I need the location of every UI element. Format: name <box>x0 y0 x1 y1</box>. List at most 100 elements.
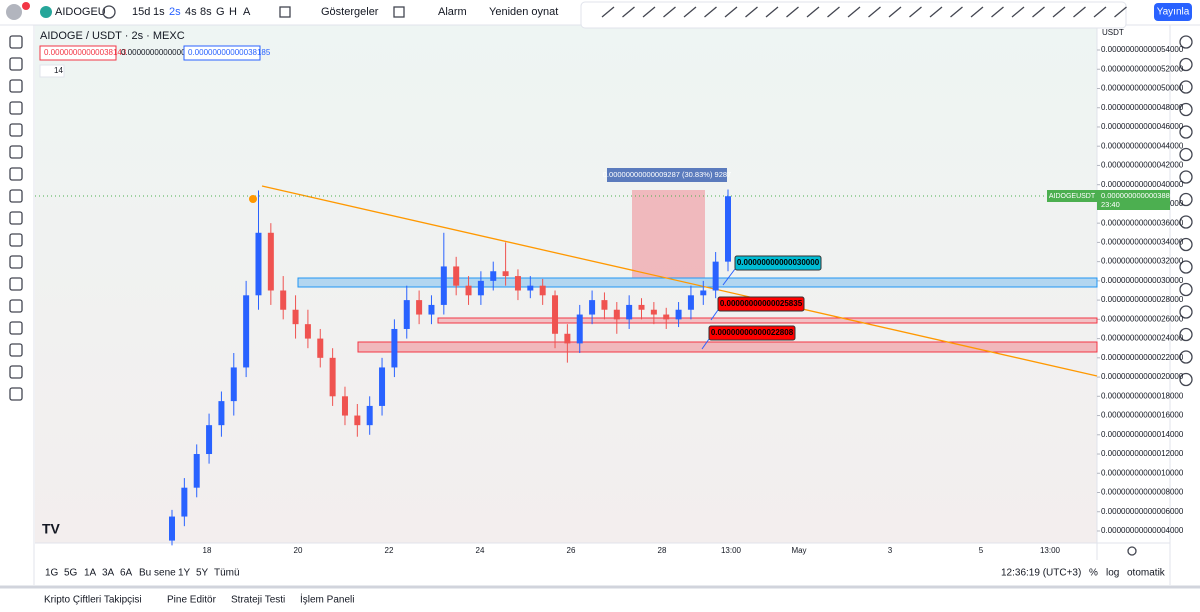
range-button[interactable]: 3A <box>102 568 115 579</box>
log-toggle[interactable]: log <box>1106 568 1119 579</box>
side-icon[interactable] <box>1179 215 1193 229</box>
bid-box[interactable] <box>39 45 117 61</box>
drawing-tool[interactable] <box>1011 6 1025 18</box>
drawing-tool[interactable] <box>1052 6 1066 18</box>
tool-icon[interactable] <box>9 365 23 379</box>
tool-icon[interactable] <box>9 101 23 115</box>
panel-tab[interactable]: Strateji Testi <box>231 595 285 606</box>
side-icon[interactable] <box>1179 125 1193 139</box>
tool-icon[interactable] <box>9 167 23 181</box>
tool-icon[interactable] <box>9 233 23 247</box>
tool-icon[interactable] <box>9 189 23 203</box>
drawing-tool[interactable] <box>847 6 861 18</box>
interval-button[interactable]: A <box>243 6 251 18</box>
drawing-tool[interactable] <box>683 6 697 18</box>
side-icon[interactable] <box>1179 80 1193 94</box>
drawing-tool[interactable] <box>1093 6 1107 18</box>
drawing-tool[interactable] <box>909 6 922 18</box>
side-icon[interactable] <box>1179 102 1193 117</box>
tool-icon[interactable] <box>9 255 23 269</box>
currency-label[interactable]: USDT <box>1102 28 1124 37</box>
replay-button[interactable]: Yeniden oynat <box>489 6 558 18</box>
drawing-tool[interactable] <box>765 6 779 18</box>
drawing-tool[interactable] <box>991 6 1004 18</box>
side-icon[interactable] <box>1179 35 1193 49</box>
range-button[interactable]: Tümü <box>214 568 240 579</box>
tool-icon[interactable] <box>9 79 23 93</box>
drawing-tool[interactable] <box>929 6 943 18</box>
side-icon[interactable] <box>1179 350 1193 364</box>
interval-button[interactable]: 8s <box>200 6 212 18</box>
publish-label[interactable]: Yayınla <box>1157 7 1190 18</box>
drawing-tool[interactable] <box>950 6 963 18</box>
drawing-tool[interactable] <box>786 6 799 18</box>
alert-button[interactable]: Alarm <box>438 6 467 18</box>
side-icon[interactable] <box>1179 170 1193 184</box>
drawing-tool[interactable] <box>622 6 635 18</box>
drawing-tool[interactable] <box>970 6 984 18</box>
tool-icon[interactable] <box>9 123 23 137</box>
tool-icon[interactable] <box>9 299 23 313</box>
tool-icon[interactable] <box>9 35 23 49</box>
interval-button[interactable]: H <box>229 6 237 18</box>
side-icon[interactable] <box>1179 147 1193 162</box>
settings-icon[interactable] <box>1127 546 1137 556</box>
interval-button[interactable]: 4s <box>185 6 197 18</box>
percent-toggle[interactable]: % <box>1089 568 1098 579</box>
tool-icon[interactable] <box>9 321 23 335</box>
drawing-tool[interactable] <box>888 6 902 18</box>
tool-icon[interactable] <box>9 145 23 159</box>
drawing-tool[interactable] <box>724 6 738 18</box>
drawing-tool[interactable] <box>745 6 758 18</box>
drawing-tool[interactable] <box>704 6 717 18</box>
side-icon[interactable] <box>1179 237 1193 252</box>
indicator-toggle[interactable] <box>39 64 65 78</box>
avatar[interactable] <box>6 4 22 20</box>
panel-tab[interactable]: İşlem Paneli <box>300 593 354 606</box>
ask-box[interactable] <box>183 45 261 61</box>
drawing-tool[interactable] <box>827 6 840 18</box>
range-button[interactable]: 1Y <box>178 568 191 579</box>
indicator-count[interactable]: 14 <box>54 66 63 75</box>
range-button[interactable]: 5Y <box>196 568 209 579</box>
drawing-tool[interactable] <box>663 6 676 18</box>
drawing-tool[interactable] <box>1073 6 1086 18</box>
interval-button[interactable]: 15d <box>132 6 150 18</box>
side-icon[interactable] <box>1179 57 1193 72</box>
ask-price[interactable]: 0.00000000000038185 <box>188 48 271 57</box>
tool-icon[interactable] <box>9 211 23 225</box>
side-icon[interactable] <box>1179 305 1193 319</box>
range-button[interactable]: 5G <box>64 568 78 579</box>
drawing-tool[interactable] <box>642 6 656 18</box>
drawing-tool[interactable] <box>601 6 615 18</box>
side-icon[interactable] <box>1179 282 1193 297</box>
publish-button[interactable] <box>1154 3 1192 21</box>
tool-icon[interactable] <box>9 57 23 71</box>
interval-button[interactable]: 2s <box>169 6 181 18</box>
side-icon[interactable] <box>1179 327 1193 342</box>
symbol[interactable]: AIDOGEU <box>55 6 106 18</box>
interval-button[interactable]: G <box>216 6 225 18</box>
drawing-tool[interactable] <box>868 6 881 18</box>
panel-tab[interactable]: Kripto Çiftleri Takipçisi <box>44 595 142 606</box>
range-button[interactable]: Bu sene <box>139 568 176 579</box>
side-icon[interactable] <box>1179 192 1193 207</box>
drawing-tool[interactable] <box>1032 6 1045 18</box>
range-button[interactable]: 1G <box>45 568 59 579</box>
tool-icon[interactable] <box>9 277 23 291</box>
auto-toggle[interactable]: otomatik <box>1127 568 1166 579</box>
tool-icon[interactable] <box>9 387 23 401</box>
tool-icon[interactable] <box>9 343 23 357</box>
interval-button[interactable]: 1s <box>153 6 165 18</box>
chart-type-icon[interactable] <box>279 6 291 18</box>
side-icon[interactable] <box>1179 372 1193 387</box>
panel-tab[interactable]: Pine Editör <box>167 595 217 606</box>
add-symbol[interactable] <box>102 5 116 19</box>
layout-icon[interactable] <box>393 6 405 18</box>
indicators-button[interactable]: Göstergeler <box>321 6 379 18</box>
drawing-tool[interactable] <box>1114 6 1127 18</box>
bid-price[interactable]: 0.00000000000038143 <box>44 48 127 57</box>
drawing-tool[interactable] <box>806 6 820 18</box>
range-button[interactable]: 6A <box>120 568 133 579</box>
side-icon[interactable] <box>1179 260 1193 274</box>
